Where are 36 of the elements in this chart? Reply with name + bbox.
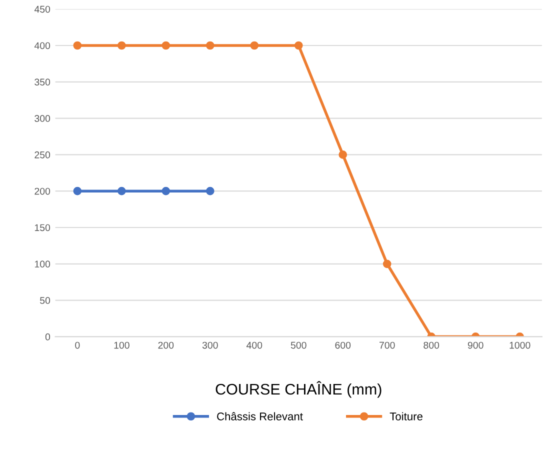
x-tick-label: 500 xyxy=(290,342,306,349)
x-axis-title: COURSE CHAÎNE (mm) xyxy=(216,381,382,398)
y-tick-label: 400 xyxy=(34,42,50,50)
x-tick-label: 400 xyxy=(246,342,262,349)
point xyxy=(73,186,82,196)
point xyxy=(117,186,126,196)
x-tick-label: 700 xyxy=(379,342,395,349)
legend-label: Châssis Relevant xyxy=(217,412,303,420)
y-tick-label: 350 xyxy=(34,78,50,86)
x-tick-label: 100 xyxy=(114,342,130,349)
x-tick-label: 200 xyxy=(158,342,174,349)
point xyxy=(117,41,126,50)
y-tick-label: 150 xyxy=(34,224,50,232)
point xyxy=(73,41,82,50)
point xyxy=(206,186,214,196)
point xyxy=(162,186,170,196)
point xyxy=(206,41,214,50)
point xyxy=(382,260,392,268)
x-tick-label: 300 xyxy=(202,342,218,349)
x-tick-label: 800 xyxy=(424,342,440,349)
y-tick-label: 250 xyxy=(34,151,50,158)
y-tick-label: 450 xyxy=(34,6,50,13)
y-tick-label: 0 xyxy=(45,333,50,340)
x-tick-label: 600 xyxy=(335,342,351,349)
x-tick-label: 0 xyxy=(75,342,80,349)
point xyxy=(294,41,303,50)
point xyxy=(250,41,259,50)
y-tick-label: 300 xyxy=(34,115,50,122)
legend-label: Toiture xyxy=(390,412,422,420)
x-tick-label: 1000 xyxy=(510,342,530,349)
point xyxy=(338,150,348,159)
y-tick-label: 200 xyxy=(34,188,50,195)
x-tick-label: 900 xyxy=(468,342,484,349)
y-tick-label: 100 xyxy=(34,260,50,268)
y-tick-label: 50 xyxy=(40,297,50,304)
point xyxy=(162,41,170,50)
